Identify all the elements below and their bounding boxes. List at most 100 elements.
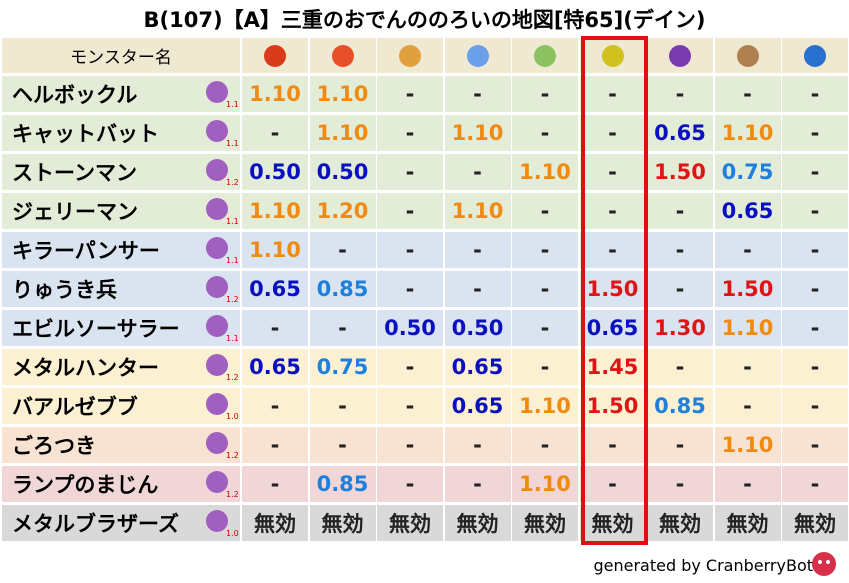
resistance-value: 0.85 bbox=[647, 388, 713, 424]
monster-name: りゅうき兵 bbox=[2, 271, 240, 307]
monster-icon bbox=[206, 237, 228, 259]
resistance-value: - bbox=[377, 427, 443, 463]
monster-icon bbox=[206, 198, 228, 220]
resistance-value: - bbox=[242, 310, 308, 346]
resistance-value: - bbox=[512, 115, 578, 151]
resistance-value: 無効 bbox=[512, 505, 578, 541]
resistance-value: - bbox=[512, 310, 578, 346]
column-icon bbox=[242, 38, 308, 73]
highlight-column bbox=[581, 36, 648, 545]
resistance-value: - bbox=[647, 193, 713, 229]
monster-level: 1.2 bbox=[226, 373, 239, 382]
resistance-value: 1.10 bbox=[512, 388, 578, 424]
resistance-value: - bbox=[782, 388, 848, 424]
resistance-value: - bbox=[579, 466, 646, 502]
resistance-value: 1.10 bbox=[309, 115, 376, 151]
resistance-value: 無効 bbox=[309, 505, 376, 541]
resistance-value: 1.45 bbox=[579, 349, 646, 385]
resistance-value: 1.10 bbox=[242, 76, 308, 112]
resistance-value: - bbox=[782, 193, 848, 229]
resistance-value: - bbox=[782, 154, 848, 190]
resistance-value: 0.65 bbox=[647, 115, 713, 151]
resistance-value: 1.10 bbox=[714, 427, 781, 463]
monster-level: 1.2 bbox=[226, 451, 239, 460]
element-icon bbox=[804, 44, 826, 67]
footer: generated by CranberryBot bbox=[593, 556, 813, 575]
resistance-value: - bbox=[444, 271, 511, 307]
resistance-value: - bbox=[444, 427, 511, 463]
resistance-value: 無効 bbox=[444, 505, 511, 541]
monster-icon bbox=[206, 471, 228, 493]
resistance-value: 0.50 bbox=[242, 154, 308, 190]
resistance-value: - bbox=[647, 76, 713, 112]
header-cell: モンスター名 bbox=[2, 38, 240, 73]
resistance-value: - bbox=[579, 76, 646, 112]
monster-name: エビルソーサラー bbox=[2, 310, 240, 346]
column-icon bbox=[377, 38, 443, 73]
resistance-value: - bbox=[714, 76, 781, 112]
monster-icon bbox=[206, 510, 228, 532]
resistance-value: - bbox=[714, 349, 781, 385]
resistance-value: 0.50 bbox=[309, 154, 376, 190]
resistance-value: - bbox=[512, 76, 578, 112]
monster-name: ごろつき bbox=[2, 427, 240, 463]
column-icon bbox=[512, 38, 578, 73]
resistance-value: 0.65 bbox=[242, 349, 308, 385]
column-icon bbox=[714, 38, 781, 73]
resistance-value: 1.50 bbox=[579, 388, 646, 424]
monster-level: 1.1 bbox=[226, 100, 239, 109]
resistance-value: - bbox=[512, 427, 578, 463]
monster-level: 1.2 bbox=[226, 178, 239, 187]
resistance-value: 0.50 bbox=[444, 310, 511, 346]
resistance-value: 1.10 bbox=[512, 154, 578, 190]
resistance-value: 0.65 bbox=[444, 349, 511, 385]
monster-level: 1.1 bbox=[226, 217, 239, 226]
resistance-value: - bbox=[242, 427, 308, 463]
resistance-value: - bbox=[377, 271, 443, 307]
resistance-value: - bbox=[242, 388, 308, 424]
resistance-value: 0.65 bbox=[242, 271, 308, 307]
element-icon bbox=[466, 44, 489, 67]
resistance-value: - bbox=[512, 349, 578, 385]
resistance-value: - bbox=[647, 271, 713, 307]
resistance-value: - bbox=[309, 388, 376, 424]
column-icon bbox=[444, 38, 511, 73]
monster-name: メタルブラザーズ bbox=[2, 505, 240, 541]
resistance-value: 無効 bbox=[782, 505, 848, 541]
resistance-value: - bbox=[579, 154, 646, 190]
resistance-value: - bbox=[782, 427, 848, 463]
monster-icon bbox=[206, 159, 228, 181]
column-icon bbox=[309, 38, 376, 73]
resistance-value: 1.10 bbox=[512, 466, 578, 502]
resistance-value: - bbox=[309, 427, 376, 463]
resistance-value: 無効 bbox=[579, 505, 646, 541]
resistance-value: - bbox=[309, 310, 376, 346]
monster-name: ランプのまじん bbox=[2, 466, 240, 502]
column-icon bbox=[782, 38, 848, 73]
resistance-value: - bbox=[377, 349, 443, 385]
resistance-value: - bbox=[444, 232, 511, 268]
monster-name: ヘルボックル bbox=[2, 76, 240, 112]
resistance-value: 0.50 bbox=[377, 310, 443, 346]
resistance-value: - bbox=[377, 76, 443, 112]
monster-icon bbox=[206, 393, 228, 415]
resistance-value: - bbox=[782, 232, 848, 268]
resistance-value: - bbox=[647, 349, 713, 385]
monster-icon bbox=[206, 276, 228, 298]
resistance-value: 1.50 bbox=[579, 271, 646, 307]
resistance-value: - bbox=[444, 76, 511, 112]
monster-level: 1.2 bbox=[226, 295, 239, 304]
resistance-value: 1.10 bbox=[309, 76, 376, 112]
element-icon bbox=[736, 44, 759, 67]
monster-icon bbox=[206, 354, 228, 376]
monster-icon bbox=[206, 315, 228, 337]
resistance-value: - bbox=[377, 232, 443, 268]
resistance-value: 1.10 bbox=[242, 232, 308, 268]
resistance-value: - bbox=[579, 427, 646, 463]
resistance-value: 無効 bbox=[647, 505, 713, 541]
monster-name: ジェリーマン bbox=[2, 193, 240, 229]
resistance-value: - bbox=[377, 193, 443, 229]
resistance-value: 1.50 bbox=[714, 271, 781, 307]
resistance-value: - bbox=[714, 388, 781, 424]
